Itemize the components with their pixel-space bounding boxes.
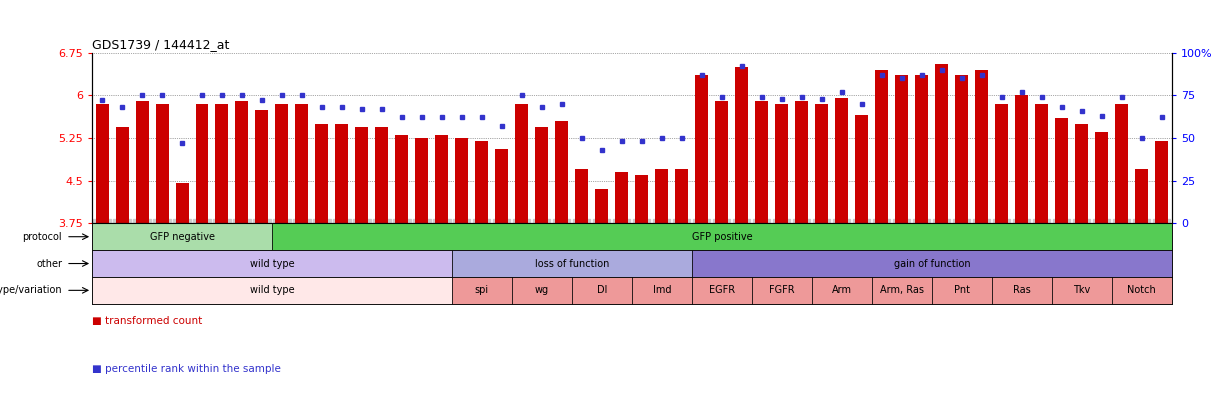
- Text: GDS1739 / 144412_at: GDS1739 / 144412_at: [92, 38, 229, 51]
- Text: EGFR: EGFR: [709, 286, 735, 295]
- Text: ■ percentile rank within the sample: ■ percentile rank within the sample: [92, 364, 281, 375]
- Bar: [535, 127, 548, 223]
- Text: wild type: wild type: [249, 286, 294, 295]
- Bar: [575, 169, 589, 223]
- Bar: [931, 277, 991, 304]
- Text: gain of function: gain of function: [893, 258, 971, 269]
- Text: protocol: protocol: [22, 232, 63, 242]
- Text: ■ transformed count: ■ transformed count: [92, 316, 202, 326]
- Text: GFP negative: GFP negative: [150, 232, 215, 242]
- Bar: [795, 101, 809, 223]
- Bar: [636, 175, 648, 223]
- Bar: [92, 277, 452, 304]
- Bar: [1055, 118, 1069, 223]
- Bar: [452, 277, 512, 304]
- Bar: [195, 104, 209, 223]
- Bar: [1115, 104, 1129, 223]
- Bar: [216, 104, 228, 223]
- Bar: [812, 277, 872, 304]
- Bar: [1015, 95, 1028, 223]
- Bar: [496, 149, 508, 223]
- Text: Arm: Arm: [832, 286, 852, 295]
- Bar: [272, 223, 1172, 250]
- Bar: [572, 277, 632, 304]
- Text: Dl: Dl: [596, 286, 607, 295]
- Bar: [556, 121, 568, 223]
- Bar: [855, 115, 869, 223]
- Bar: [995, 104, 1009, 223]
- Bar: [175, 183, 189, 223]
- Bar: [896, 75, 908, 223]
- Bar: [395, 135, 409, 223]
- Bar: [616, 172, 628, 223]
- Bar: [956, 75, 968, 223]
- Bar: [475, 141, 488, 223]
- Bar: [595, 189, 609, 223]
- Bar: [991, 277, 1052, 304]
- Bar: [872, 277, 931, 304]
- Text: GFP positive: GFP positive: [692, 232, 752, 242]
- Bar: [455, 138, 469, 223]
- Bar: [675, 169, 688, 223]
- Text: genotype/variation: genotype/variation: [0, 286, 63, 295]
- Text: wild type: wild type: [249, 258, 294, 269]
- Bar: [515, 104, 529, 223]
- Bar: [375, 127, 389, 223]
- Bar: [452, 250, 692, 277]
- Bar: [96, 104, 108, 223]
- Bar: [915, 75, 929, 223]
- Bar: [775, 104, 789, 223]
- Bar: [296, 104, 308, 223]
- Text: Ras: Ras: [1014, 286, 1031, 295]
- Bar: [875, 70, 888, 223]
- Text: spi: spi: [475, 286, 490, 295]
- Bar: [436, 135, 448, 223]
- Text: Imd: Imd: [653, 286, 671, 295]
- Bar: [135, 101, 148, 223]
- Text: wg: wg: [535, 286, 548, 295]
- Bar: [335, 124, 348, 223]
- Text: Arm, Ras: Arm, Ras: [880, 286, 924, 295]
- Bar: [276, 104, 288, 223]
- Text: Tkv: Tkv: [1074, 286, 1091, 295]
- Bar: [1096, 132, 1108, 223]
- Bar: [1156, 141, 1168, 223]
- Text: Notch: Notch: [1128, 286, 1156, 295]
- Bar: [356, 127, 368, 223]
- Bar: [696, 75, 708, 223]
- Text: other: other: [36, 258, 63, 269]
- Bar: [1135, 169, 1148, 223]
- Bar: [315, 124, 329, 223]
- Bar: [236, 101, 249, 223]
- Bar: [715, 101, 729, 223]
- Text: FGFR: FGFR: [769, 286, 795, 295]
- Bar: [752, 277, 812, 304]
- Bar: [1052, 277, 1112, 304]
- Bar: [416, 138, 428, 223]
- Bar: [115, 127, 129, 223]
- Bar: [632, 277, 692, 304]
- Bar: [156, 104, 168, 223]
- Bar: [692, 250, 1172, 277]
- Bar: [1036, 104, 1048, 223]
- Bar: [92, 223, 272, 250]
- Bar: [512, 277, 572, 304]
- Bar: [756, 101, 768, 223]
- Bar: [735, 67, 748, 223]
- Bar: [255, 109, 269, 223]
- Text: Pnt: Pnt: [953, 286, 969, 295]
- Bar: [92, 250, 452, 277]
- Bar: [975, 70, 988, 223]
- Text: loss of function: loss of function: [535, 258, 609, 269]
- Bar: [836, 98, 848, 223]
- Bar: [816, 104, 828, 223]
- Bar: [692, 277, 752, 304]
- Bar: [1112, 277, 1172, 304]
- Bar: [1075, 124, 1088, 223]
- Bar: [655, 169, 669, 223]
- Bar: [935, 64, 948, 223]
